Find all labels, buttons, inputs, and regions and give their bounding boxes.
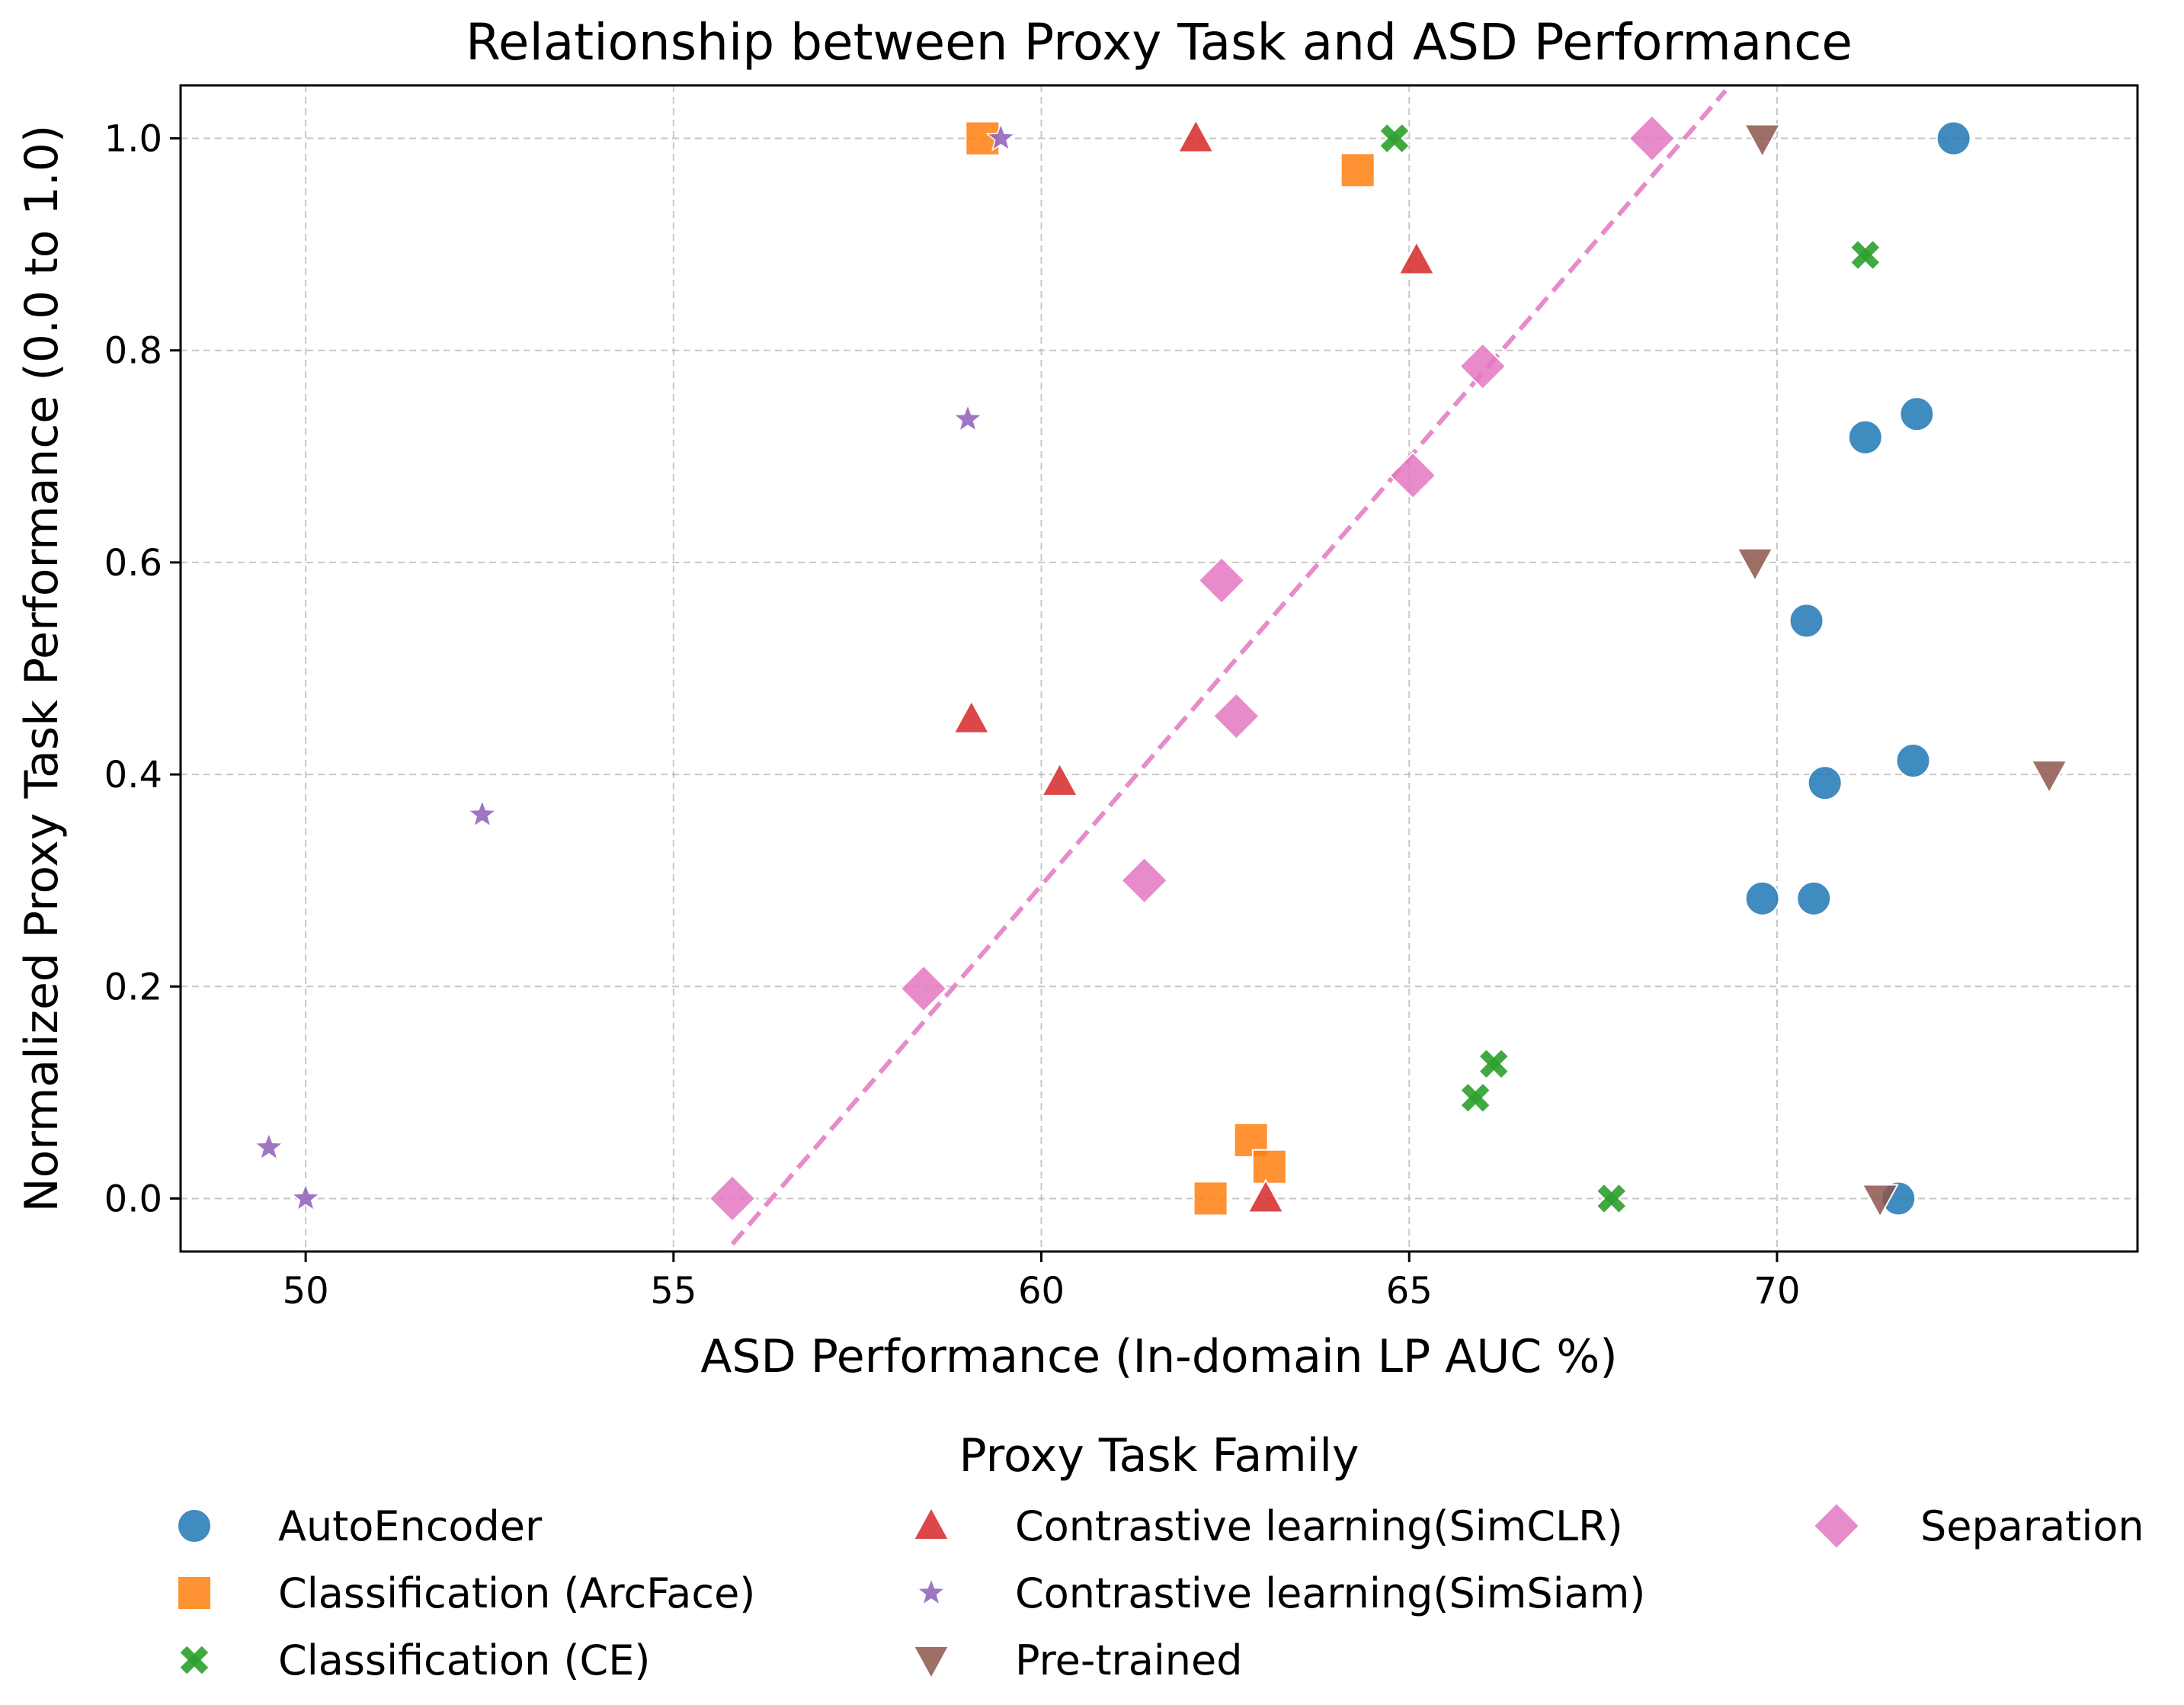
point-autoencoder: [1899, 396, 1935, 432]
point-pre-trained: [1861, 1184, 1899, 1219]
point-classification-ce: [1460, 1082, 1491, 1114]
x-tick-label: 70: [1753, 1270, 1800, 1312]
point-pre-trained: [1736, 547, 1774, 582]
point-contrastive-learning-simsiam: [290, 1182, 322, 1212]
legend-items: AutoEncoder Classification (ArcFace) Class…: [177, 1501, 2144, 1684]
x-tick-label: 55: [650, 1270, 697, 1312]
point-classification-ce: [1596, 1183, 1627, 1214]
point-separation: [1197, 556, 1246, 604]
point-contrastive-learning-simclr: [953, 699, 991, 734]
point-contrastive-learning-simclr: [1398, 240, 1436, 275]
legend-marker-classification-ce: [178, 1644, 210, 1676]
plot-frame: [179, 84, 2139, 1253]
legend-marker-separation: [1812, 1501, 1861, 1550]
legend-marker-contrastive-learning-simsiam: [915, 1576, 947, 1607]
y-tick-label: 0.4: [104, 754, 162, 796]
y-axis-ticks: 0.0 0.2 0.4 0.6 0.8 1.0: [104, 118, 181, 1220]
x-tick-label: 60: [1018, 1270, 1065, 1312]
point-classification-arcface: [1251, 1149, 1287, 1184]
point-classification-ce: [1849, 239, 1881, 271]
point-classification-ce: [1478, 1048, 1510, 1079]
legend-title: Proxy Task Family: [959, 1429, 1359, 1482]
legend-marker-classification-arcface: [177, 1575, 212, 1610]
legend-label-contrastive-learning-simsiam: Contrastive learning(SimSiam): [1015, 1569, 1645, 1617]
point-pre-trained: [2030, 760, 2068, 795]
point-separation: [899, 964, 948, 1013]
point-contrastive-learning-simsiam: [253, 1131, 284, 1161]
point-contrastive-learning-simclr: [1177, 118, 1215, 153]
point-autoencoder: [1895, 743, 1931, 779]
y-tick-label: 0.6: [104, 542, 162, 585]
point-separation: [1212, 692, 1260, 741]
point-classification-ce: [1379, 123, 1410, 154]
trendline-layer: [730, 88, 1728, 1246]
point-autoencoder: [1847, 419, 1883, 455]
x-tick-label: 65: [1386, 1270, 1433, 1312]
separation-trendline: [730, 88, 1728, 1246]
point-contrastive-learning-simsiam: [985, 122, 1017, 152]
data-points: [253, 114, 2068, 1223]
legend-label-pre-trained: Pre-trained: [1015, 1636, 1243, 1684]
legend-marker-contrastive-learning-simclr: [912, 1505, 950, 1540]
point-autoencoder: [1744, 880, 1780, 916]
point-autoencoder: [1936, 120, 1971, 156]
legend-marker-pre-trained: [912, 1646, 950, 1681]
legend: Proxy Task Family AutoEncoder Classificat…: [177, 1429, 2144, 1684]
legend-label-classification-ce: Classification (CE): [278, 1636, 650, 1684]
point-autoencoder: [1807, 765, 1843, 801]
x-tick-label: 50: [283, 1270, 329, 1312]
point-autoencoder: [1789, 603, 1824, 639]
legend-label-contrastive-learning-simclr: Contrastive learning(SimCLR): [1015, 1502, 1623, 1550]
point-separation: [708, 1175, 757, 1223]
point-contrastive-learning-simclr: [1247, 1178, 1285, 1213]
point-classification-arcface: [1233, 1122, 1269, 1158]
y-tick-label: 0.8: [104, 330, 162, 373]
point-separation: [1459, 342, 1507, 391]
point-separation: [1628, 114, 1676, 162]
legend-marker-autoencoder: [177, 1508, 212, 1543]
x-axis-ticks: 50 55 60 65 70: [283, 1252, 1800, 1312]
y-tick-label: 1.0: [104, 118, 162, 161]
legend-label-classification-arcface: Classification (ArcFace): [278, 1569, 755, 1617]
y-tick-label: 0.2: [104, 966, 162, 1008]
point-pre-trained: [1743, 123, 1782, 159]
point-separation: [1120, 856, 1169, 905]
point-classification-arcface: [1340, 152, 1375, 188]
point-contrastive-learning-simclr: [1040, 761, 1079, 796]
y-tick-label: 0.0: [104, 1178, 162, 1220]
point-classification-arcface: [1193, 1181, 1228, 1216]
legend-label-separation: Separation: [1920, 1502, 2144, 1550]
x-axis-label: ASD Performance (In-domain LP AUC %): [700, 1330, 1617, 1383]
point-separation: [1388, 451, 1437, 500]
legend-label-autoencoder: AutoEncoder: [278, 1502, 543, 1550]
point-contrastive-learning-simsiam: [952, 402, 984, 433]
chart-title: Relationship between Proxy Task and ASD …: [466, 13, 1853, 72]
point-autoencoder: [1796, 880, 1832, 916]
point-contrastive-learning-simsiam: [466, 798, 498, 828]
y-axis-label: Normalized Proxy Task Performance (0.0 t…: [15, 125, 69, 1213]
grid-lines: [181, 85, 2138, 1252]
